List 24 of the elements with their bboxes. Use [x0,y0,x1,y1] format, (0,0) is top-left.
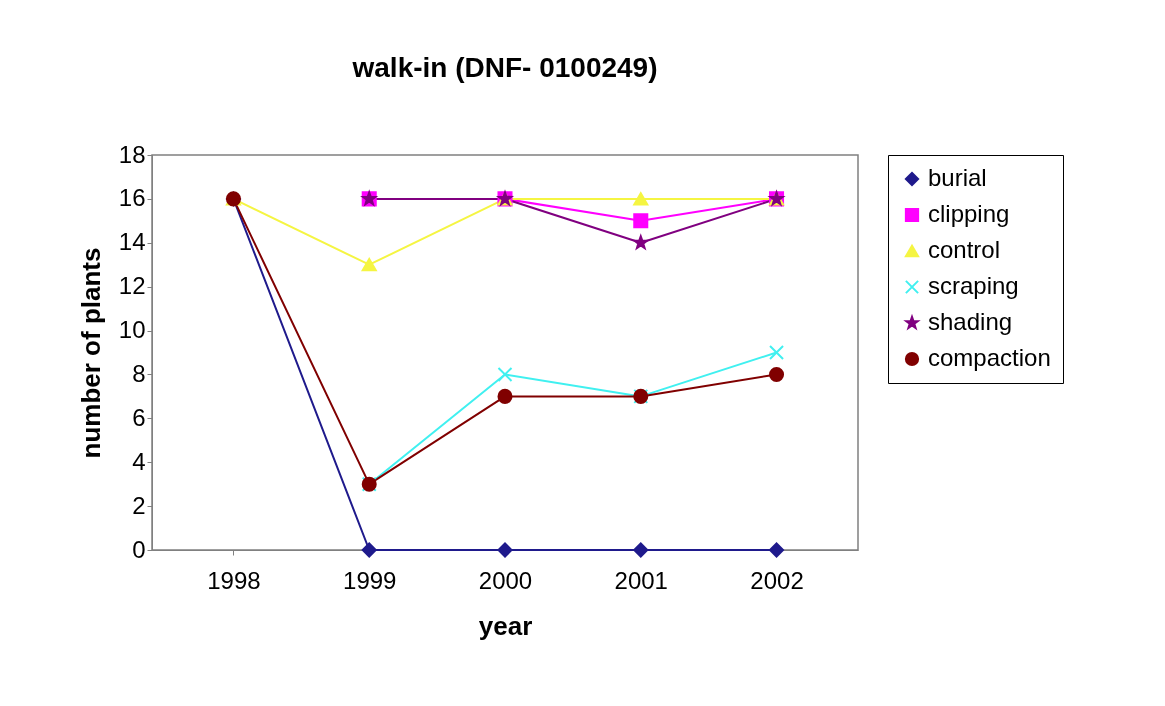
legend-label: control [928,236,1001,263]
legend-label: clipping [928,200,1010,227]
x-tick-label: 2000 [478,566,533,594]
legend-label: compaction [928,344,1051,371]
x-tick-label: 2002 [750,566,804,594]
legend-label: burial [928,164,987,191]
y-tick-label: 10 [118,316,146,344]
chart-title: walk-in (DNF- 0100249) [351,52,658,83]
y-tick-label: 14 [118,228,146,256]
y-tick-label: 16 [118,184,146,212]
x-tick-label: 1999 [343,566,397,594]
y-tick-label: 0 [132,535,146,563]
y-tick-label: 6 [132,403,146,431]
y-axis-title: number of plants [75,247,106,459]
y-tick-label: 4 [132,447,146,475]
y-tick-label: 18 [118,140,146,168]
y-tick-label: 12 [118,272,146,300]
x-tick-label: 2001 [614,566,668,594]
legend-label: shading [928,308,1013,335]
y-tick-label: 2 [132,491,146,519]
x-axis-title: year [478,610,533,641]
x-tick-label: 1998 [207,566,261,594]
y-tick-label: 8 [132,359,146,387]
legend-label: scraping [928,272,1019,299]
